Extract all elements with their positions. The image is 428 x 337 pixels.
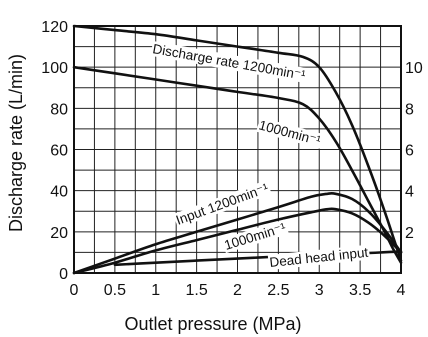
right-tick-label: 2 [405, 225, 414, 242]
x-tick-label: 1.5 [186, 282, 208, 299]
y-tick-label: 120 [41, 19, 68, 36]
y-tick-label: 60 [50, 143, 68, 160]
x-tick-label: 3.5 [349, 282, 371, 299]
right-tick-label: 4 [405, 184, 414, 201]
y-tick-label: 0 [59, 266, 68, 283]
curve-label-text: 1000min⁻¹ [257, 117, 323, 148]
x-tick-label: 3 [315, 282, 324, 299]
curve-label: Discharge rate 1200min⁻¹ [150, 41, 309, 84]
x-tick-label: 0 [70, 282, 79, 299]
curve-label: 1000min⁻¹ [256, 117, 324, 149]
right-tick-label: 8 [405, 101, 414, 118]
y-tick-label: 80 [50, 101, 68, 118]
x-tick-labels: 0 0.5 1 1.5 2 2.5 3 3.5 4 [70, 282, 406, 299]
curves [72, 24, 403, 275]
curve-label-text: Discharge rate 1200min⁻¹ [151, 41, 307, 83]
curve-label-background [256, 117, 324, 149]
x-tick-label: 0.5 [104, 282, 126, 299]
y-tick-labels: 0 20 40 60 80 100 120 [41, 19, 68, 283]
curve-label-text: Input 1200min⁻¹ [174, 180, 271, 228]
series-line-2 [72, 191, 403, 275]
right-axis-tick-labels: 2 4 6 8 10 [405, 60, 423, 242]
plot-frame [73, 25, 402, 274]
y-tick-label: 100 [41, 60, 68, 77]
x-tick-label: 2.5 [267, 282, 289, 299]
curve-label-background [150, 41, 309, 84]
x-axis-title: Outlet pressure (MPa) [124, 314, 301, 334]
y-tick-label: 20 [50, 225, 68, 242]
curve-label-background [267, 244, 371, 271]
right-tick-label: 6 [405, 143, 414, 160]
series-line-3 [72, 207, 403, 275]
curve-label: Input 1200min⁻¹ [172, 179, 272, 229]
curve-label-background [221, 219, 289, 254]
curve-label-background [172, 179, 272, 229]
y-axis-title: Discharge rate (L/min) [6, 54, 26, 232]
x-tick-label: 2 [233, 282, 242, 299]
x-tick-label: 4 [397, 282, 406, 299]
y-tick-label: 40 [50, 184, 68, 201]
series-line-0 [72, 24, 403, 262]
right-tick-label: 10 [405, 60, 423, 77]
x-tick-label: 1 [151, 282, 160, 299]
